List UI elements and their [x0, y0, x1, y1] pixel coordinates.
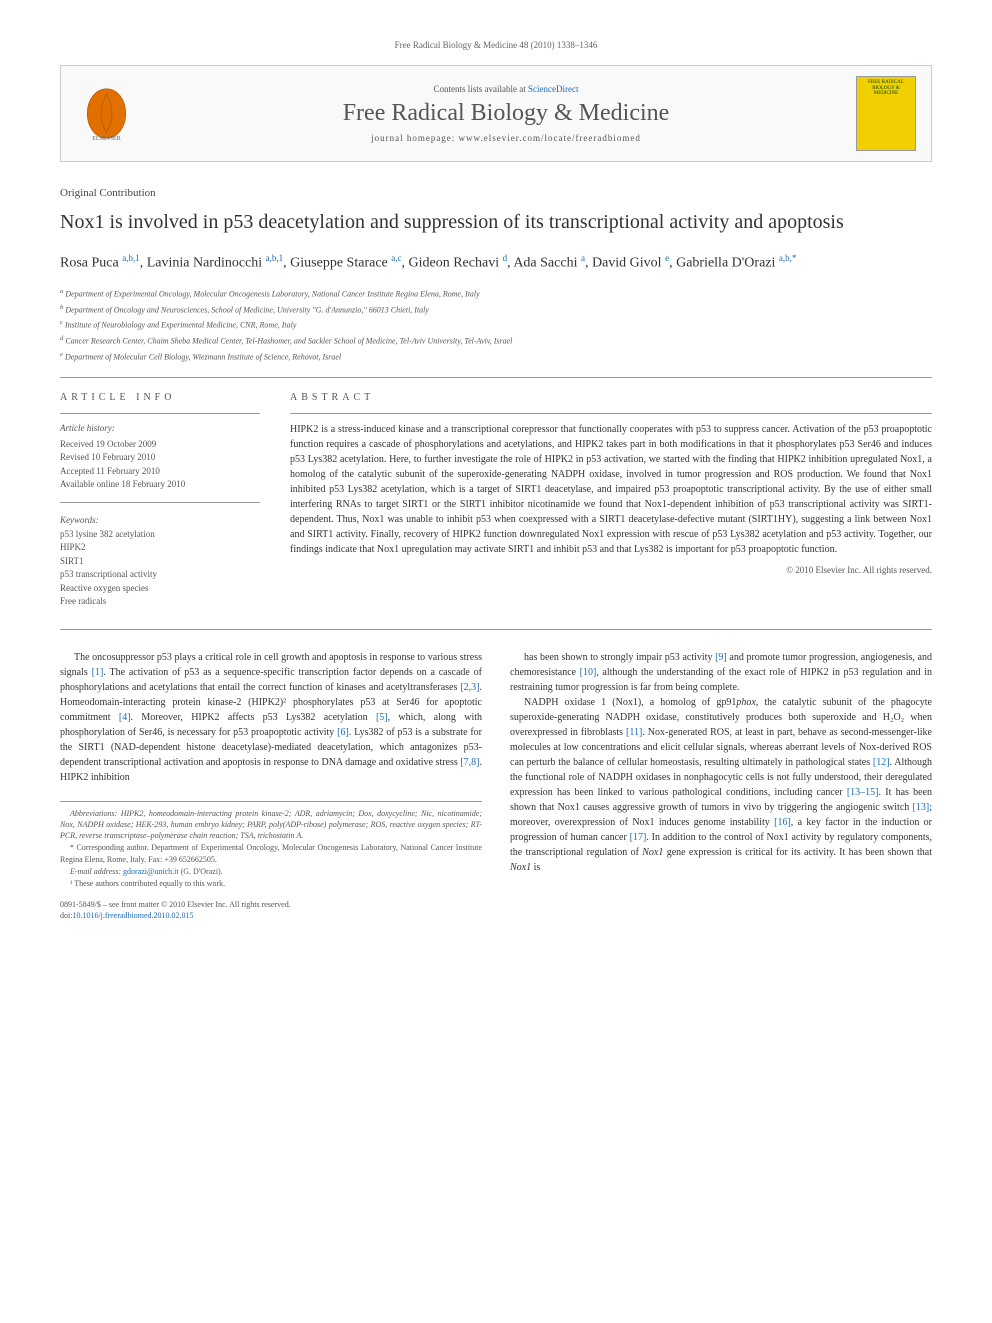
reference-link[interactable]: [6]	[337, 727, 349, 738]
keywords: p53 lysine 382 acetylationHIPK2SIRT1p53 …	[60, 528, 260, 609]
footnote-email: E-mail address: gdorazi@unich.it (G. D'O…	[60, 866, 482, 877]
banner-center: Contents lists available at ScienceDirec…	[156, 84, 856, 143]
info-head: ARTICLE INFO	[60, 392, 260, 403]
reference-link[interactable]: [1]	[92, 667, 104, 678]
svg-text:ELSEVIER: ELSEVIER	[92, 136, 122, 141]
footnote-abbrev: Abbreviations: HIPK2, homeodomain-intera…	[60, 808, 482, 842]
divider	[290, 413, 932, 414]
history-line: Accepted 11 February 2010	[60, 465, 260, 479]
email-link[interactable]: gdorazi@unich.it	[123, 867, 179, 876]
journal-cover-thumb: FREE RADICAL BIOLOGY & MEDICINE	[856, 76, 916, 151]
reference-link[interactable]: [5]	[376, 712, 388, 723]
reference-link[interactable]: [16]	[774, 817, 791, 828]
affiliation: c Institute of Neurobiology and Experime…	[60, 318, 932, 332]
footnote-corresponding: * Corresponding author. Department of Ex…	[60, 842, 482, 864]
info-abstract-row: ARTICLE INFO Article history: Received 1…	[60, 392, 932, 609]
article-title: Nox1 is involved in p53 deacetylation an…	[60, 209, 932, 235]
reference-link[interactable]: [12]	[873, 757, 890, 768]
doi-link[interactable]: 10.1016/j.freeradbiomed.2010.02.015	[72, 911, 193, 920]
elsevier-logo: ELSEVIER	[76, 84, 136, 144]
contents-line: Contents lists available at ScienceDirec…	[156, 84, 856, 94]
reference-link[interactable]: [13]	[913, 802, 930, 813]
footnotes: Abbreviations: HIPK2, homeodomain-intera…	[60, 801, 482, 889]
history-label: Article history:	[60, 422, 260, 436]
contents-prefix: Contents lists available at	[434, 84, 528, 94]
journal-name: Free Radical Biology & Medicine	[156, 100, 856, 127]
authors: Rosa Puca a,b,1, Lavinia Nardinocchi a,b…	[60, 251, 932, 275]
cover-thumb-text: FREE RADICAL BIOLOGY & MEDICINE	[860, 80, 912, 97]
affiliation: d Cancer Research Center, Chaim Sheba Me…	[60, 334, 932, 348]
divider	[60, 629, 932, 630]
body-right-column: has been shown to strongly impair p53 ac…	[510, 650, 932, 922]
homepage-line: journal homepage: www.elsevier.com/locat…	[156, 133, 856, 143]
history-line: Received 19 October 2009	[60, 438, 260, 452]
abstract-text: HIPK2 is a stress-induced kinase and a t…	[290, 422, 932, 557]
keywords-label: Keywords:	[60, 515, 260, 525]
running-head: Free Radical Biology & Medicine 48 (2010…	[60, 40, 932, 50]
affiliation: a Department of Experimental Oncology, M…	[60, 287, 932, 301]
body-left-column: The oncosuppressor p53 plays a critical …	[60, 650, 482, 922]
history-line: Available online 18 February 2010	[60, 478, 260, 492]
doi-block: 0891-5849/$ – see front matter © 2010 El…	[60, 899, 482, 921]
divider	[60, 413, 260, 414]
journal-banner: ELSEVIER Contents lists available at Sci…	[60, 65, 932, 162]
reference-link[interactable]: [10]	[580, 667, 597, 678]
footnote-equal: ¹ These authors contributed equally to t…	[60, 878, 482, 889]
reference-link[interactable]: [7,8]	[460, 757, 479, 768]
reference-link[interactable]: [11]	[626, 727, 642, 738]
keyword: SIRT1	[60, 555, 260, 569]
divider	[60, 502, 260, 503]
keyword: Reactive oxygen species	[60, 582, 260, 596]
reference-link[interactable]: [2,3]	[460, 682, 479, 693]
sciencedirect-link[interactable]: ScienceDirect	[528, 84, 578, 94]
body-columns: The oncosuppressor p53 plays a critical …	[60, 650, 932, 922]
front-matter: 0891-5849/$ – see front matter © 2010 El…	[60, 899, 482, 910]
keyword: Free radicals	[60, 595, 260, 609]
doi-label: doi:	[60, 911, 72, 920]
article-info: ARTICLE INFO Article history: Received 1…	[60, 392, 260, 609]
keyword: p53 transcriptional activity	[60, 568, 260, 582]
reference-link[interactable]: [4]	[119, 712, 131, 723]
affiliation: e Department of Molecular Cell Biology, …	[60, 350, 932, 364]
abstract-copyright: © 2010 Elsevier Inc. All rights reserved…	[290, 565, 932, 575]
keyword: p53 lysine 382 acetylation	[60, 528, 260, 542]
article-type: Original Contribution	[60, 187, 932, 199]
keyword: HIPK2	[60, 541, 260, 555]
reference-link[interactable]: [17]	[630, 832, 647, 843]
history-line: Revised 10 February 2010	[60, 451, 260, 465]
divider	[60, 377, 932, 378]
reference-link[interactable]: [13–15]	[847, 787, 879, 798]
abstract-head: ABSTRACT	[290, 392, 932, 403]
article-history: Article history: Received 19 October 200…	[60, 422, 260, 492]
abstract: ABSTRACT HIPK2 is a stress-induced kinas…	[290, 392, 932, 609]
reference-link[interactable]: [9]	[715, 652, 727, 663]
affiliation: b Department of Oncology and Neuroscienc…	[60, 303, 932, 317]
affiliations: a Department of Experimental Oncology, M…	[60, 287, 932, 363]
